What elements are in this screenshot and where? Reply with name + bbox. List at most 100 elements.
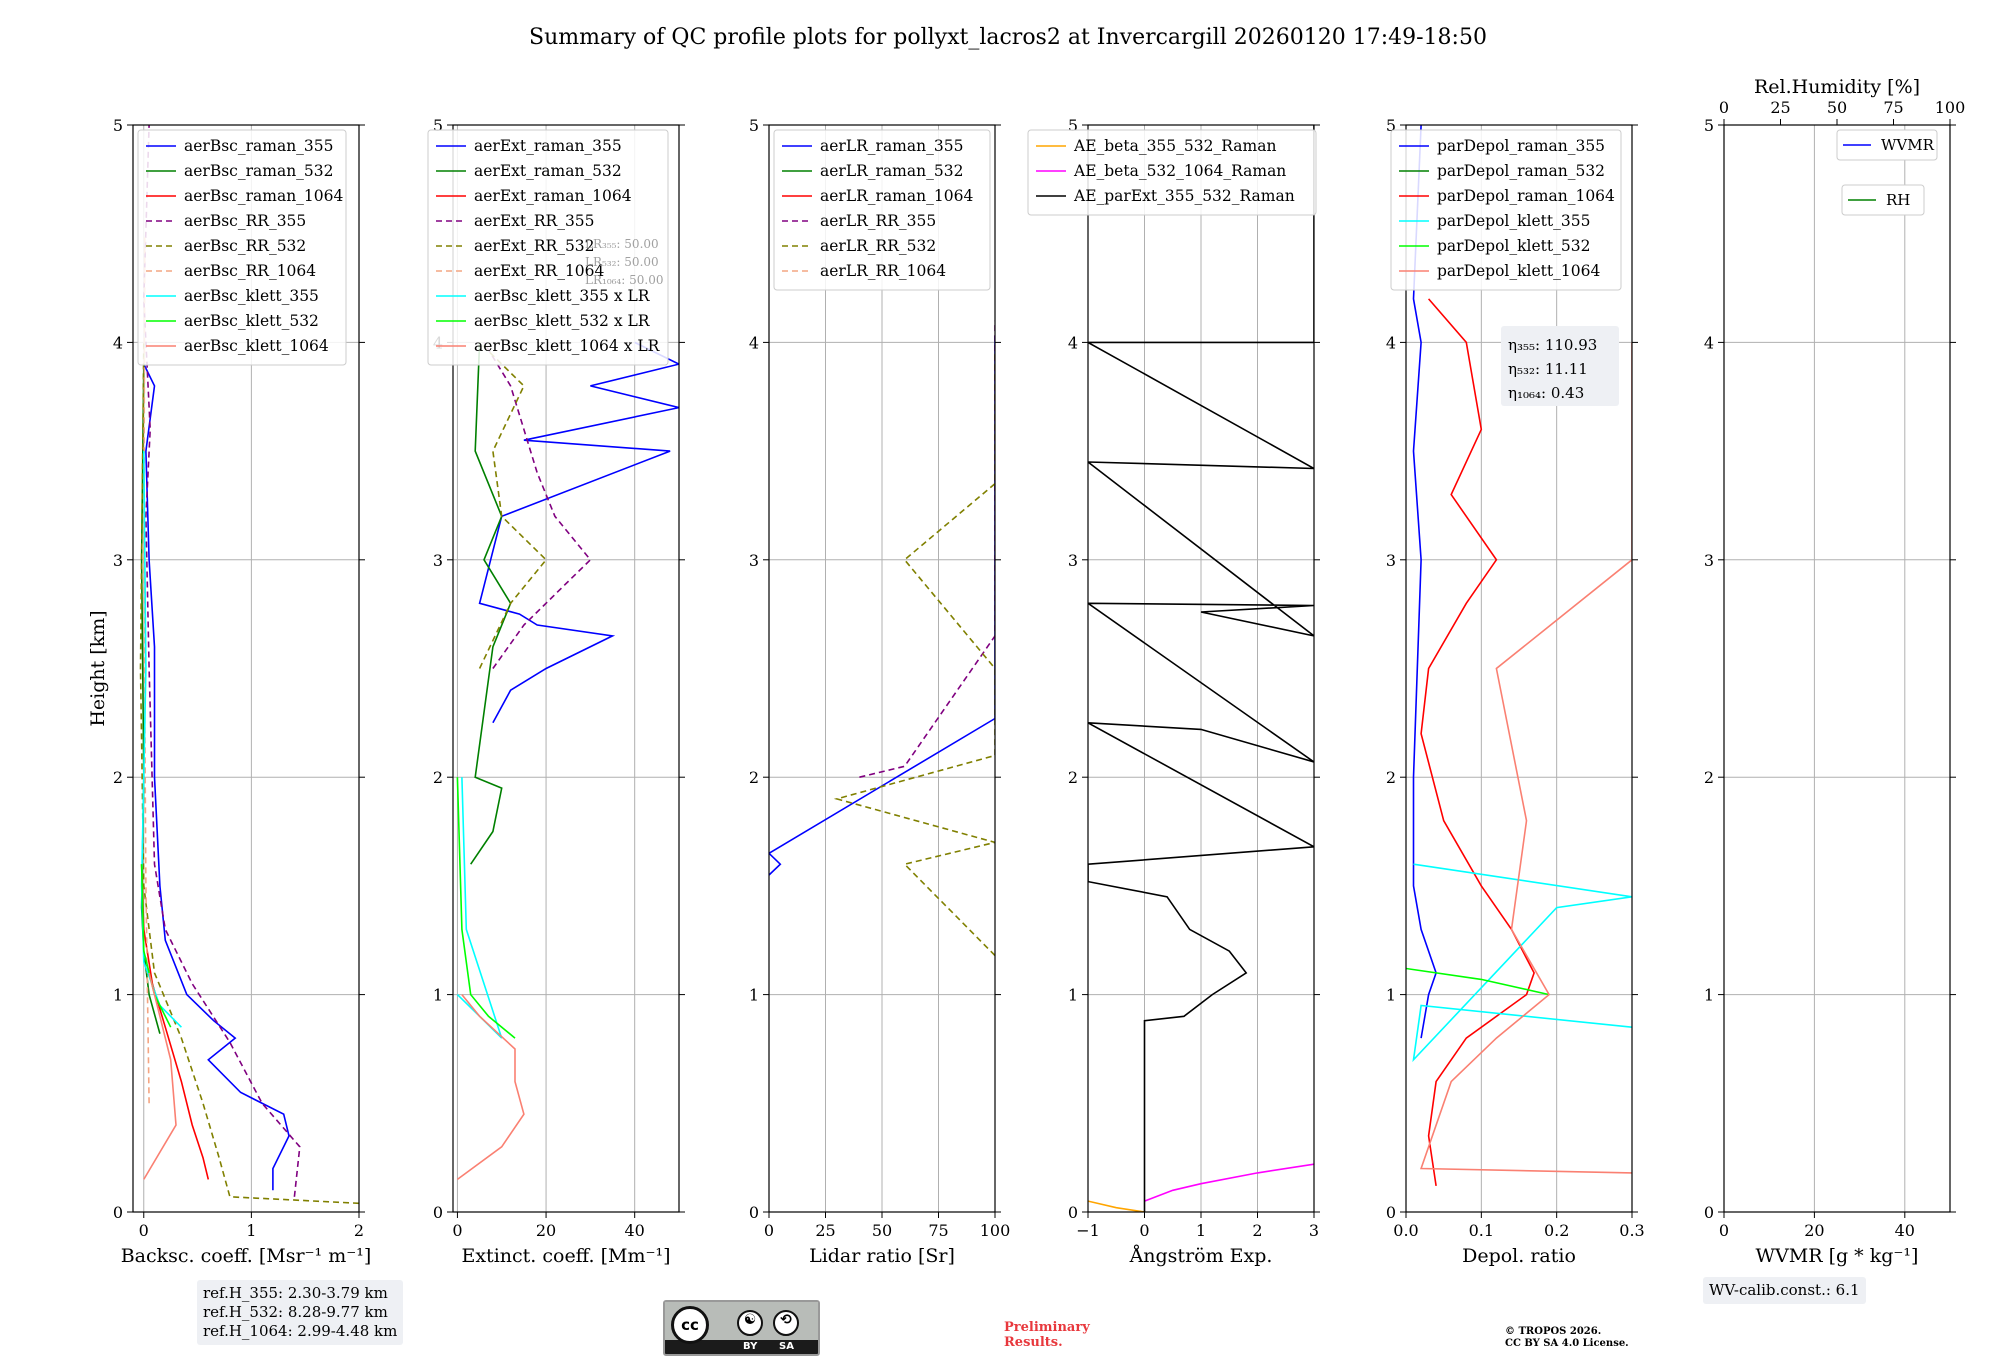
y-tick-label: 2 [1068,768,1078,787]
series-aerBsc-RR-532 [139,342,359,1205]
ref-height-1064: ref.H_1064: 2.99-4.48 km [203,1322,398,1340]
legend-label: aerBsc_klett_355 [184,287,319,305]
y-tick-label: 3 [1386,551,1396,570]
x-tick-label: 0.0 [1393,1221,1418,1240]
panel-3: 0 25 50 75 100 0 1 2 3 4 5 Lidar ratio [Sr] aerLR_ra… [749,116,1010,1267]
y-tick-label: 2 [113,768,123,787]
top-tick-label: 25 [1770,98,1790,117]
legend-label: parDepol_raman_1064 [1437,187,1615,205]
legend-label: parDepol_raman_532 [1437,162,1605,180]
legend-label: aerLR_RR_355 [820,212,936,230]
preliminary-line-1: Preliminary [1004,1320,1090,1335]
y-tick-label: 0 [113,1203,123,1222]
legend-label: RH [1886,191,1910,209]
legend-frame [427,129,669,366]
series-aerExt-raman-355 [478,341,679,724]
series-aerBsc-klett-532-x-LR [456,777,516,1039]
series-parDepol-klett-532 [1406,967,1550,996]
y-tick-label: 3 [1704,551,1714,570]
x-axis-label: Ångström Exp. [1129,1245,1273,1267]
series-parDepol-raman-355 [1412,125,1437,1039]
x-tick-label: 0 [452,1221,462,1240]
cc-by-label: BY [743,1341,758,1352]
y-tick-label: 5 [433,116,443,135]
panel-1: 0 1 2 0 1 2 3 4 5 Backsc. coeff. [Msr⁻¹ m⁻¹] Heigh… [87,116,371,1267]
y-tick-label: 1 [1068,986,1078,1005]
figure-title: Summary of QC profile plots for pollyxt_… [529,25,1487,50]
ref-height-355: ref.H_355: 2.30-3.79 km [203,1284,388,1302]
top-tick-label: 100 [1935,98,1966,117]
series-aerBsc-klett-1064-x-LR [456,994,525,1181]
series-aerBsc-klett-355 [140,451,182,1028]
series-parDepol-raman-1064 [1420,298,1535,1187]
x-tick-label: 1 [1196,1221,1206,1240]
x-tick-label: 40 [1895,1221,1915,1240]
eta-box [1501,326,1619,406]
by-person-icon: ☯ [737,1310,763,1336]
x-tick-label: 75 [928,1221,948,1240]
legend: WVMR RH [1836,129,1938,216]
x-axis-label: Backsc. coeff. [Msr⁻¹ m⁻¹] [121,1245,372,1267]
series-aerExt-raman-532 [470,342,512,865]
legend-label: aerLR_raman_532 [820,162,963,180]
y-tick-label: 2 [749,768,759,787]
x-tick-label: 50 [872,1221,892,1240]
x-tick-label: 40 [625,1221,645,1240]
legend-label: aerLR_RR_1064 [820,262,946,280]
lr-annotation: LR₁₀₆₄: 50.00 [585,273,663,287]
legend-label: aerExt_RR_1064 [474,262,605,280]
y-tick-label: 1 [113,986,123,1005]
legend-label: parDepol_raman_355 [1437,137,1605,155]
x-tick-label: 0 [1719,1221,1729,1240]
series-aerBsc-raman-355 [143,363,290,1191]
y-tick-label: 5 [1704,116,1714,135]
y-tick-label: 0 [749,1203,759,1222]
x-tick-label: 20 [536,1221,556,1240]
legend-label: aerBsc_raman_532 [184,162,334,180]
panel-5: 0.0 0.1 0.2 0.3 0 1 2 3 4 5 Depol. ratio parDepol_r… [1386,116,1645,1267]
y-tick-label: 5 [749,116,759,135]
legend-label: aerBsc_raman_355 [184,137,334,155]
legend-label: aerBsc_raman_1064 [184,187,344,205]
wv-calib-const: WV-calib.const.: 6.1 [1709,1281,1860,1299]
y-tick-label: 4 [1386,333,1396,352]
legend: parDepol_raman_355 parDepol_raman_532 parD… [1390,129,1622,291]
legend-label: aerExt_raman_355 [474,137,622,155]
legend: AE_beta_355_532_Raman AE_beta_532_1064_Ra… [1027,129,1317,216]
legend-label: aerLR_RR_532 [820,237,936,255]
legend-frame [773,129,991,291]
plot-frame [132,124,360,1213]
cc-sa-label: SA [779,1341,794,1352]
legend-label: aerLR_raman_1064 [820,187,973,205]
legend-frame [1390,129,1622,291]
y-tick-label: 0 [1704,1203,1714,1222]
series-aerExt-RR-355 [483,341,592,669]
legend-label: parDepol_klett_532 [1437,237,1590,255]
x-tick-label: 3 [1309,1221,1319,1240]
plot-frame [452,124,680,1213]
x-tick-label: 100 [980,1221,1011,1240]
legend: aerExt_raman_355 aerExt_raman_532 aerExt_r… [427,129,669,366]
x-axis-label: WVMR [g * kg⁻¹] [1756,1245,1919,1267]
y-tick-label: 0 [433,1203,443,1222]
legend-label: parDepol_klett_1064 [1437,262,1600,280]
x-tick-label: 0.3 [1619,1221,1644,1240]
legend-frame [1841,184,1925,216]
series-aerLR-RR-532 [833,353,995,957]
legend-frame [137,129,347,366]
preliminary-note: Preliminary Results. [1004,1320,1090,1350]
x-tick-label: 0 [1139,1221,1149,1240]
y-tick-label: 4 [1068,333,1078,352]
series-aerLR-raman-355 [769,335,995,876]
wv-calib-box: WV-calib.const.: 6.1 [1703,1277,1866,1304]
legend: aerBsc_raman_355 aerBsc_raman_532 aerBsc_r… [137,129,347,366]
series-AE-beta-532-1064-Raman [1144,1163,1314,1202]
legend-label: aerBsc_klett_355 x LR [474,287,651,305]
y-tick-label: 0 [1386,1203,1396,1222]
series-parDepol-klett-355 [1412,863,1632,1063]
y-tick-label: 3 [1068,551,1078,570]
series-AE-parExt-355-532-Raman [1088,125,1314,1212]
